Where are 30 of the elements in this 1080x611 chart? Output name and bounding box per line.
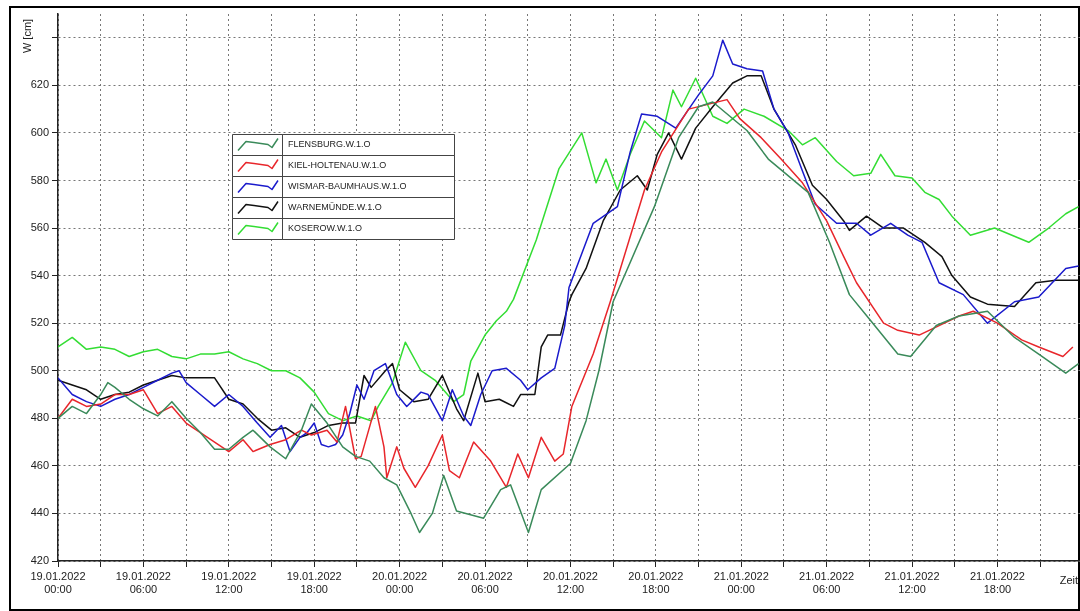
y-tick-label: 600 (30, 125, 49, 138)
y-tick-label: 580 (30, 173, 49, 186)
legend-label: KOSEROW.W.1.O (288, 222, 363, 233)
x-tick-label: 20.01.2022 00:00 (372, 569, 428, 595)
x-tick-label: 21.01.2022 12:00 (884, 569, 940, 595)
y-tick-label: 440 (30, 506, 49, 519)
legend-label: WISMAR-BAUMHAUS.W.1.O (288, 180, 407, 191)
y-tick-label: 540 (30, 268, 49, 281)
x-tick-label: 21.01.2022 06:00 (799, 569, 855, 595)
legend-label: WARNEMÜNDE.W.1.O (288, 201, 382, 212)
x-tick-label: 20.01.2022 06:00 (457, 569, 513, 595)
y-tick-label: 500 (30, 363, 49, 376)
y-tick-label: 480 (30, 411, 49, 424)
x-tick-label: 19.01.2022 18:00 (286, 569, 342, 595)
y-tick-label: 520 (30, 316, 49, 329)
x-tick-label: 20.01.2022 18:00 (628, 569, 684, 595)
x-axis-title: Zeit (1059, 573, 1078, 586)
y-tick-label: 620 (30, 78, 49, 91)
legend-label: FLENSBURG.W.1.O (288, 138, 371, 149)
y-tick-label: 460 (30, 458, 49, 471)
x-tick-label: 21.01.2022 18:00 (969, 569, 1025, 595)
x-tick-label: 19.01.2022 06:00 (115, 569, 171, 595)
x-tick-label: 20.01.2022 12:00 (542, 569, 598, 595)
x-tick-label: 19.01.2022 12:00 (201, 569, 257, 595)
y-axis-title: W [cm] (21, 18, 34, 54)
y-tick-label: 420 (30, 554, 49, 567)
x-tick-label: 21.01.2022 00:00 (713, 569, 769, 595)
x-tick-label: 19.01.2022 00:00 (30, 569, 86, 595)
y-tick-label: 560 (30, 221, 49, 234)
legend-label: KIEL-HOLTENAU.W.1.O (288, 159, 387, 170)
